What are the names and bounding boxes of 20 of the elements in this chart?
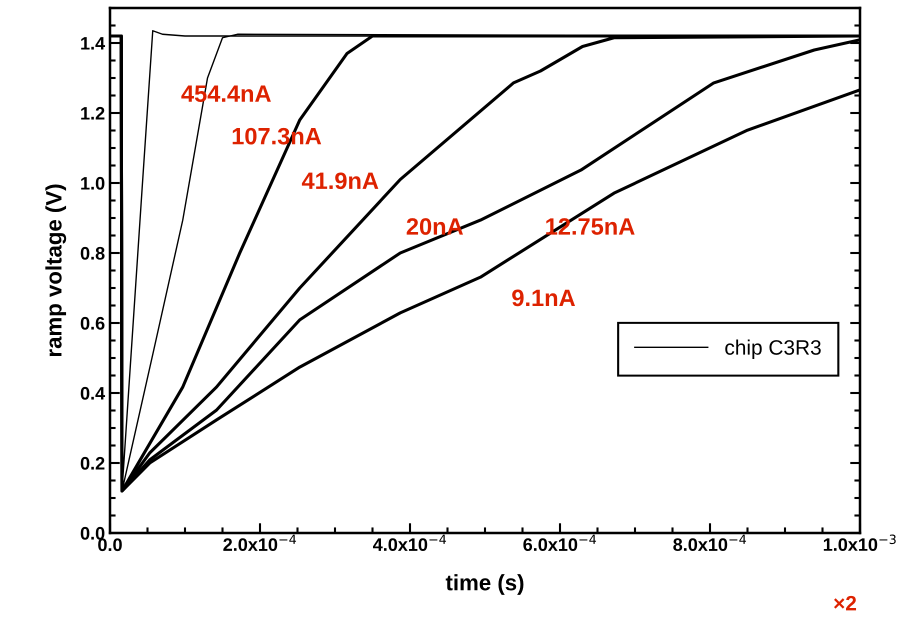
y-tick-label: 0.4 [80, 386, 106, 400]
annotation: 20nA [406, 218, 463, 235]
y-tick-label: 0.8 [80, 246, 105, 260]
x-tick-label: 2.0x10$^{−4}$ [223, 534, 296, 551]
y-axis-title: ramp voltage (V) [45, 184, 66, 356]
x-tick-label: 1.0x10$^{−3}$ [824, 534, 896, 551]
x-axis-title: time (s) [446, 574, 524, 595]
x-tick-label: 8.0x10$^{−4}$ [673, 534, 746, 551]
x-tick-label: 4.0x10$^{−4}$ [372, 534, 446, 551]
text: ×2 [834, 596, 856, 610]
x-tick-label: 6.0x10$^{−4}$ [523, 534, 596, 551]
y-tick-label: 1.0 [81, 176, 104, 190]
annotation: 41.9nA [302, 172, 378, 190]
y-tick-label: 1.4 [81, 37, 106, 50]
y-tick-label: 0.2 [80, 456, 104, 470]
annotation: 9.1nA [512, 290, 576, 306]
legend-label: chip C3R3 [725, 340, 821, 359]
y-tick-label: 1.2 [81, 106, 104, 120]
x-tick-label: 0.0 [98, 538, 122, 552]
y-tick-label: 0.6 [80, 316, 104, 330]
